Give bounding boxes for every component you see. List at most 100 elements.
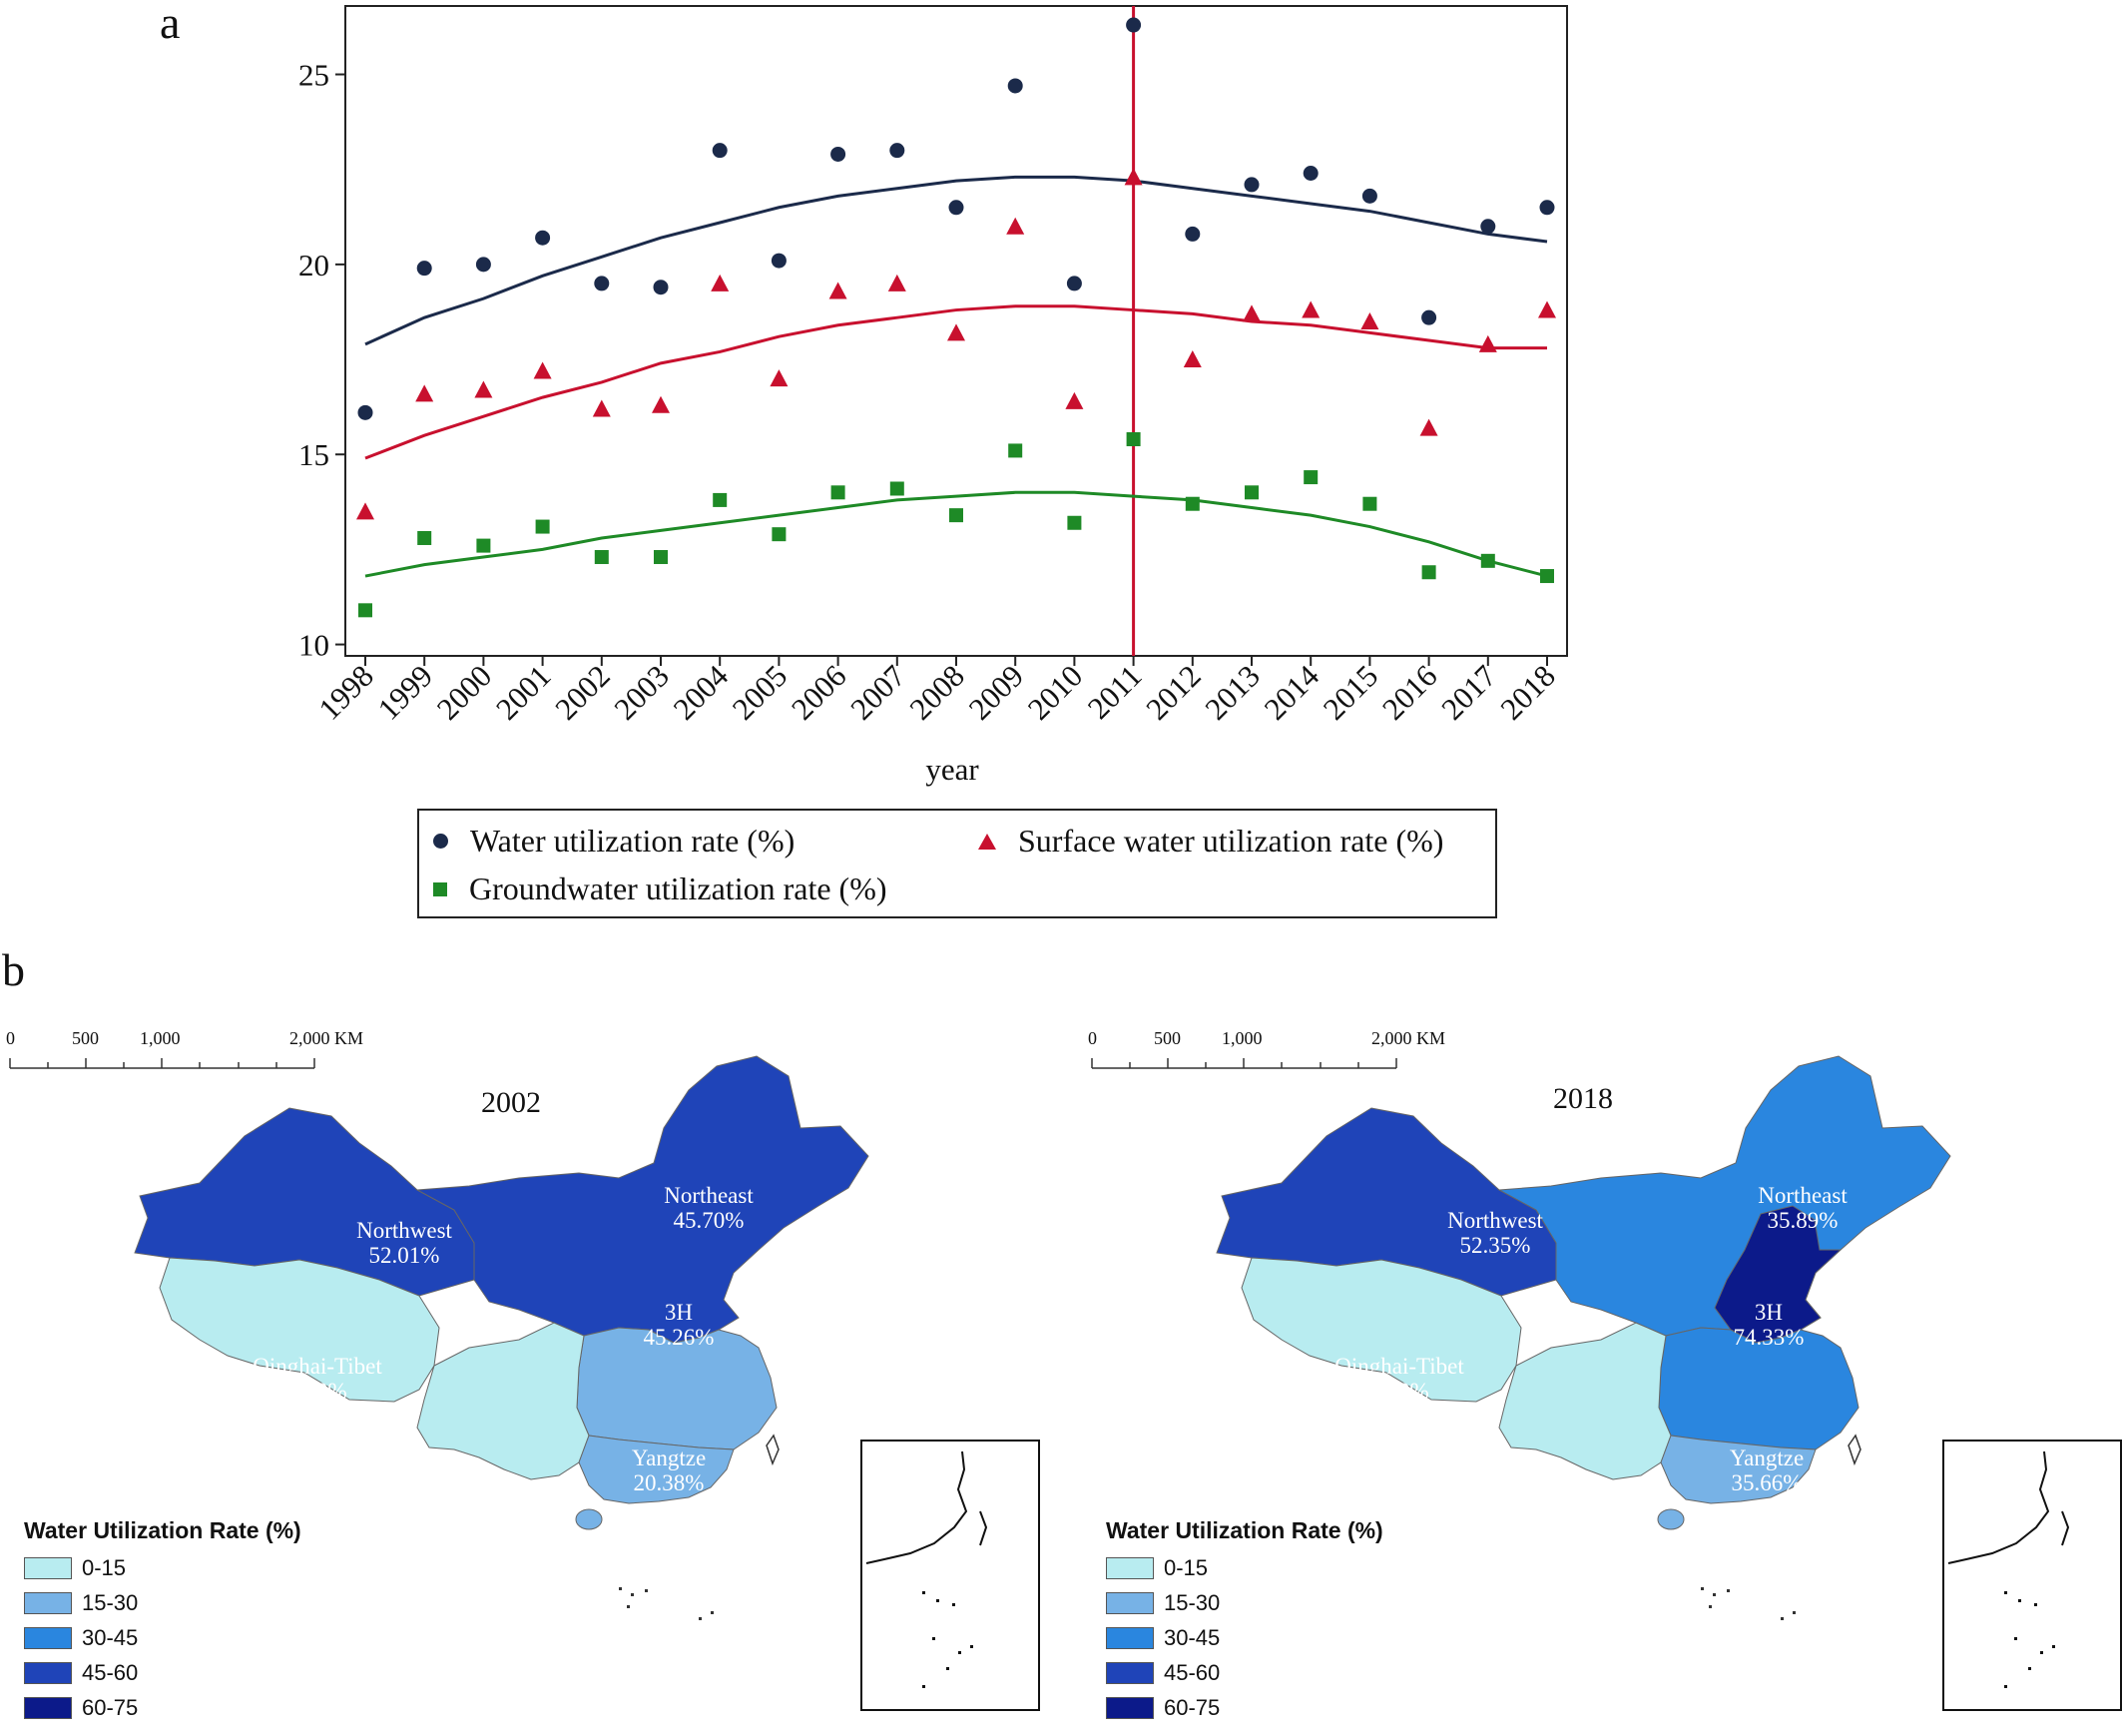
y-tick-label: 15: [298, 437, 329, 472]
x-tick-label: 2015: [1317, 658, 1385, 727]
point-groundwater-2009: [1008, 443, 1023, 458]
point-groundwater-2016: [1421, 565, 1436, 580]
point-surface-2006: [828, 282, 847, 299]
map-legend-row: 0-15: [24, 1550, 301, 1585]
panel-label-a: a: [160, 0, 181, 48]
point-groundwater-2000: [476, 538, 491, 553]
swatch-60-75: [1106, 1696, 1154, 1719]
china-map-2002: [9, 1055, 869, 1620]
point-surface-2003: [652, 395, 670, 413]
point-groundwater-2008: [949, 508, 963, 523]
x-tick-label: 1998: [311, 658, 380, 727]
x-tick-label: 2010: [1021, 658, 1090, 727]
scale-label-0: 0: [6, 1028, 15, 1048]
scale-label-2000: 2,000 KM: [289, 1028, 364, 1048]
point-surface-2000: [474, 380, 493, 398]
x-tick-label: 2007: [843, 658, 912, 727]
region-qinghai-tibet: [159, 1257, 440, 1403]
swatch-45-60: [1106, 1661, 1154, 1684]
y-tick-label: 25: [298, 58, 329, 93]
swatch-15-30: [24, 1591, 72, 1614]
point-water-2005: [771, 253, 787, 269]
y-tick-label: 20: [298, 248, 329, 283]
point-groundwater-1999: [417, 530, 432, 545]
swatch-15-30: [1106, 1591, 1154, 1614]
hainan-island: [1657, 1508, 1685, 1530]
point-water-2015: [1361, 188, 1377, 204]
point-surface-2007: [887, 274, 906, 291]
map-legend-row: 45-60: [24, 1655, 301, 1690]
region-southwest: [1498, 1322, 1672, 1480]
label-qinghai-2002: Qinghai-Tibet 1.19%: [253, 1354, 382, 1404]
point-surface-1999: [415, 384, 434, 402]
south-china-sea-islands: [1701, 1587, 1796, 1620]
region-qinghai-tibet: [1241, 1257, 1522, 1403]
map-panel-2002: 0 500 1,000 2,000 KM 2002 Northwest 52.01…: [0, 1018, 1068, 1736]
label-3h-2002: 3H 45.26%: [643, 1300, 715, 1350]
hainan-island: [575, 1508, 603, 1530]
point-groundwater-2007: [889, 481, 904, 496]
point-surface-2008: [947, 323, 965, 341]
region-northeast-3h: [415, 1055, 869, 1344]
chart-legend: Water utilization rate (%) Surface water…: [417, 809, 1497, 918]
region-northeast: [1497, 1055, 1951, 1344]
scale-label-1000: 1,000: [140, 1028, 181, 1048]
label-3h-2018: 3H 74.33%: [1733, 1300, 1805, 1350]
swatch-30-45: [24, 1626, 72, 1649]
legend-item-water: Water utilization rate (%): [433, 823, 795, 860]
map-legend-title: Water Utilization Rate (%): [1106, 1517, 1383, 1543]
map-legend-row: 0-15: [1106, 1550, 1383, 1585]
south-china-sea-inset: [860, 1440, 1040, 1711]
x-tick-label: 2016: [1375, 658, 1444, 727]
point-water-2012: [1185, 226, 1201, 242]
scale-label-1000: 1,000: [1222, 1028, 1263, 1048]
x-tick-label: 2018: [1493, 658, 1562, 727]
point-water-2013: [1244, 177, 1260, 193]
point-water-2003: [653, 280, 669, 295]
point-surface-2012: [1183, 350, 1202, 368]
x-tick-label: 2011: [1081, 658, 1149, 726]
x-tick-label: 2008: [902, 658, 971, 727]
scale-label-0: 0: [1088, 1028, 1097, 1048]
x-tick-label: 2000: [430, 658, 499, 727]
map-legend-row: 30-45: [24, 1620, 301, 1655]
south-china-sea-islands: [619, 1587, 714, 1620]
map-legend-2018: Water Utilization Rate (%) 0-15 15-30 30…: [1106, 1517, 1383, 1725]
scale-bar: [1091, 1058, 1397, 1069]
map-legend-title: Water Utilization Rate (%): [24, 1517, 301, 1543]
point-groundwater-2005: [772, 527, 787, 542]
point-water-2004: [712, 143, 728, 159]
point-groundwater-2018: [1540, 569, 1554, 584]
label-southeast-2018: Southeast 21.12%: [1710, 1525, 1800, 1575]
fit-line-series-0: [364, 175, 1548, 346]
point-water-2000: [475, 257, 491, 273]
swatch-0-15: [1106, 1556, 1154, 1579]
label-qinghai-2018: Qinghai-Tibet 1.02%: [1334, 1354, 1464, 1404]
point-water-1999: [416, 261, 432, 277]
point-surface-2004: [711, 274, 730, 291]
x-tick-label: 2005: [726, 658, 795, 727]
point-water-2014: [1303, 166, 1319, 182]
taiwan-outline: [766, 1434, 780, 1466]
point-groundwater-2002: [594, 550, 609, 565]
x-tick-label: 2013: [1198, 658, 1267, 727]
panel-label-b: b: [2, 944, 25, 995]
inset-map: [1947, 1450, 2070, 1688]
x-tick-label: 2002: [548, 658, 617, 727]
point-groundwater-2004: [713, 492, 728, 507]
label-yangtze-2002: Yangtze 20.38%: [631, 1446, 707, 1495]
label-northwest-2018: Northwest 52.35%: [1447, 1208, 1543, 1258]
point-water-2001: [535, 230, 551, 246]
point-groundwater-2010: [1067, 515, 1082, 530]
point-water-2002: [594, 276, 610, 291]
point-surface-2017: [1478, 334, 1497, 352]
label-southeast-2002: Southeast 19.71%: [624, 1525, 714, 1575]
label-northwest-2002: Northwest 52.01%: [356, 1218, 452, 1268]
legend-circle-marker: [433, 834, 448, 849]
map-legend-row: 15-30: [1106, 1585, 1383, 1620]
label-southwest-2018: Southwest 10.16%: [1535, 1489, 1631, 1539]
fit-line-series-1: [364, 304, 1547, 460]
point-groundwater-2006: [830, 485, 845, 500]
point-surface-2011: [1124, 168, 1143, 186]
label-northeast-2002: Northeast 45.70%: [664, 1183, 754, 1233]
